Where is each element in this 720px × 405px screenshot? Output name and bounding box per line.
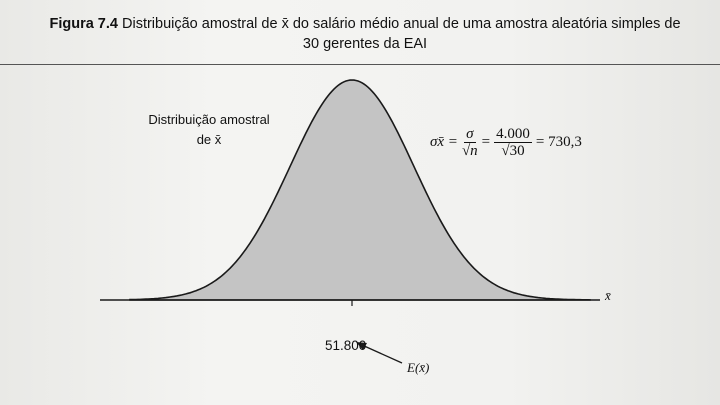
formula-sigma: σ xyxy=(464,126,476,143)
mean-value-label: 51.800 xyxy=(325,338,367,353)
curve-label: Distribuição amostral de x̄ xyxy=(148,112,270,147)
expectation-arrow-head xyxy=(356,342,367,350)
formula-root-n: √n xyxy=(461,143,478,159)
formula-value-fraction: 4.000 √30 xyxy=(494,126,532,159)
x-axis-label: x̄ xyxy=(605,288,611,303)
figure-label: Figura 7.4 xyxy=(49,16,118,32)
formula-equals: = xyxy=(481,134,491,150)
figure-caption: Figura 7.4 Distribuição amostral de x̄ d… xyxy=(40,14,690,54)
caption-divider xyxy=(0,64,720,65)
formula-value-denominator: √30 xyxy=(501,143,525,159)
figure-caption-text: Distribuição amostral de x̄ do salário m… xyxy=(122,16,681,52)
formula-sigma-over-root-n: σ √n xyxy=(462,126,478,159)
formula-result: = 730,3 xyxy=(535,134,582,150)
normal-curve-area xyxy=(129,79,591,301)
standard-error-formula: σx̄ = σ √n = 4.000 √30 = 730,3 xyxy=(430,126,582,159)
formula-lhs: σx̄ = xyxy=(430,134,458,150)
expectation-arrow xyxy=(361,344,403,364)
formula-value-numerator: 4.000 xyxy=(494,126,532,143)
expectation-label: E(x̄) xyxy=(407,360,430,375)
